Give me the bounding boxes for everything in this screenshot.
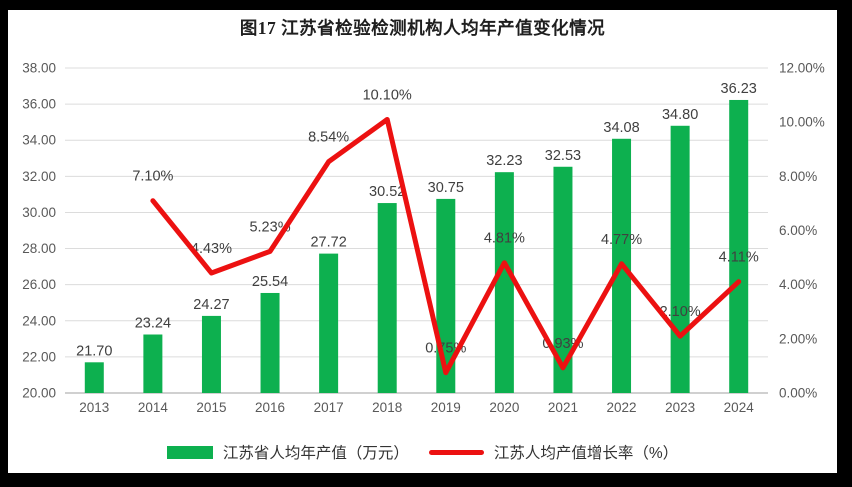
bar bbox=[84, 362, 104, 393]
left-axis-tick: 22.00 bbox=[22, 349, 56, 364]
right-axis-tick: 0.00% bbox=[779, 386, 817, 401]
x-axis-label: 2013 bbox=[79, 400, 109, 415]
line-value-label: 4.43% bbox=[191, 241, 232, 257]
right-axis-tick: 12.00% bbox=[779, 61, 825, 76]
chart-card: 图17 江苏省检验检测机构人均年产值变化情况 38.00 36.00 34.00 32… bbox=[8, 10, 837, 473]
bar bbox=[319, 253, 339, 393]
bar bbox=[260, 292, 280, 393]
bar bbox=[201, 315, 221, 393]
bar-value-label: 36.23 bbox=[721, 81, 757, 97]
chart-title: 图17 江苏省检验检测机构人均年产值变化情况 bbox=[239, 18, 606, 38]
bar-value-label: 30.52 bbox=[369, 184, 405, 200]
line-legend-label: 江苏人均产值增长率（%） bbox=[493, 445, 679, 462]
x-axis-label: 2024 bbox=[724, 400, 755, 415]
x-axis-label: 2018 bbox=[372, 400, 402, 415]
line-value-label: 7.10% bbox=[132, 169, 173, 185]
right-axis-tick: 10.00% bbox=[779, 115, 825, 130]
bar-legend-swatch bbox=[166, 445, 213, 459]
bar-value-label: 21.70 bbox=[76, 343, 112, 359]
bar-value-label: 23.24 bbox=[135, 316, 171, 332]
bar-value-label: 30.75 bbox=[428, 180, 464, 196]
line-value-label: 4.77% bbox=[601, 232, 642, 248]
chart-legend: 江苏省人均年产值（万元） 江苏人均产值增长率（%） bbox=[8, 441, 837, 463]
x-axis-label: 2020 bbox=[489, 400, 519, 415]
left-axis-tick: 26.00 bbox=[22, 277, 56, 292]
line-value-label: 10.10% bbox=[363, 87, 412, 103]
x-axis-label: 2015 bbox=[196, 400, 226, 415]
x-axis-label: 2019 bbox=[431, 400, 461, 415]
combo-chart: 38.00 36.00 34.00 32.00 30.00 28.00 26.00 24.00… bbox=[22, 61, 825, 416]
line-value-label: 8.54% bbox=[308, 130, 349, 146]
left-axis-tick: 28.00 bbox=[22, 241, 56, 256]
bar bbox=[494, 172, 514, 393]
bar bbox=[670, 125, 690, 394]
bar bbox=[143, 334, 163, 393]
bar-value-label: 32.53 bbox=[545, 148, 581, 164]
left-axis-tick: 30.00 bbox=[22, 205, 56, 220]
right-axis-tick: 2.00% bbox=[779, 331, 817, 346]
left-axis-tick: 24.00 bbox=[22, 313, 56, 328]
bar-value-label: 27.72 bbox=[310, 235, 346, 251]
bar-value-label: 24.27 bbox=[193, 297, 229, 313]
line-value-label: 4.81% bbox=[484, 231, 525, 247]
line-value-label: 4.11% bbox=[719, 250, 759, 266]
line-value-label: 2.10% bbox=[660, 304, 701, 320]
left-axis-tick: 20.00 bbox=[22, 386, 56, 401]
x-axis-label: 2023 bbox=[665, 400, 695, 415]
right-axis-tick: 8.00% bbox=[779, 169, 817, 184]
left-axis-tick: 32.00 bbox=[22, 169, 56, 184]
line-legend-swatch bbox=[428, 449, 484, 455]
bar-value-label: 34.80 bbox=[662, 107, 698, 123]
left-axis-tick: 34.00 bbox=[22, 133, 56, 148]
bar bbox=[553, 166, 573, 393]
right-axis-tick: 6.00% bbox=[779, 223, 817, 238]
left-axis-tick: 36.00 bbox=[22, 97, 56, 112]
bar-value-label: 25.54 bbox=[252, 274, 288, 290]
x-axis-label: 2017 bbox=[314, 400, 344, 415]
bar-value-label: 34.08 bbox=[603, 120, 639, 136]
x-axis-label: 2014 bbox=[138, 400, 169, 415]
x-axis-label: 2021 bbox=[548, 400, 578, 415]
bar-legend-label: 江苏省人均年产值（万元） bbox=[222, 445, 409, 462]
x-axis-label: 2016 bbox=[255, 400, 285, 415]
right-axis-tick: 4.00% bbox=[779, 277, 817, 292]
bar bbox=[729, 99, 749, 393]
bar bbox=[377, 203, 397, 393]
bar-value-label: 32.23 bbox=[486, 153, 522, 169]
x-axis-label: 2022 bbox=[607, 400, 637, 415]
left-axis-tick: 38.00 bbox=[22, 61, 56, 76]
growth-line bbox=[150, 116, 742, 376]
